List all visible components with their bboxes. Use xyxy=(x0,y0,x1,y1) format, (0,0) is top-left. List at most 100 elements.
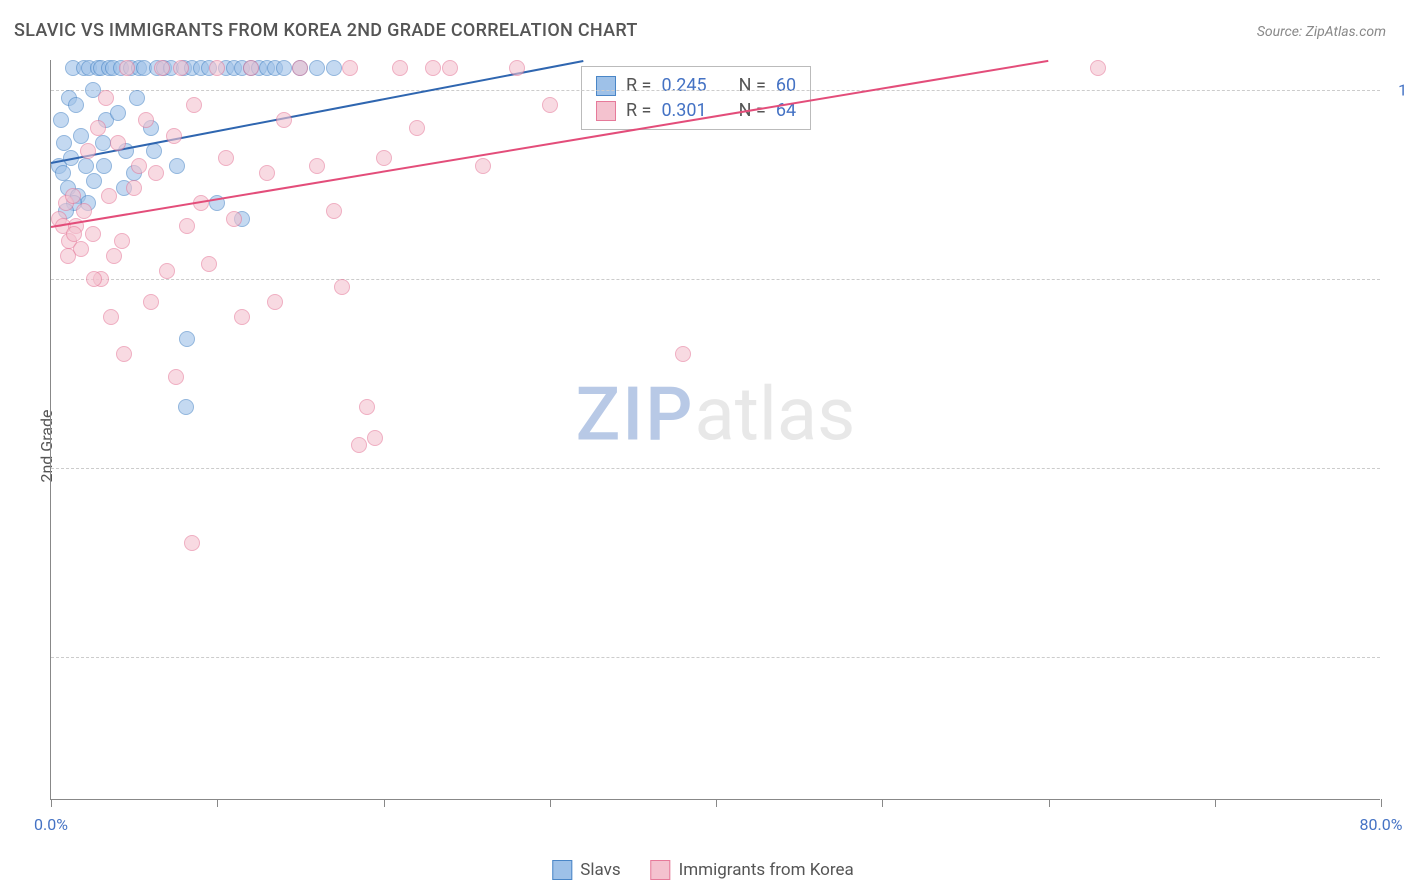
plot-area: ZIPatlas R = 0.245N = 60R = 0.301N = 64 … xyxy=(50,60,1380,800)
scatter-marker xyxy=(173,60,189,76)
scatter-marker xyxy=(259,165,275,181)
stats-r-value: 0.245 xyxy=(661,75,706,96)
scatter-marker xyxy=(179,331,195,347)
scatter-marker xyxy=(103,309,119,325)
x-tick xyxy=(716,799,717,807)
x-tick xyxy=(1215,799,1216,807)
watermark: ZIPatlas xyxy=(576,371,856,458)
scatter-marker xyxy=(351,437,367,453)
scatter-marker xyxy=(178,399,194,415)
scatter-marker xyxy=(226,211,242,227)
scatter-marker xyxy=(359,399,375,415)
stats-n-label: N = xyxy=(739,75,766,96)
watermark-part1: ZIP xyxy=(576,371,695,458)
scatter-marker xyxy=(143,294,159,310)
scatter-marker xyxy=(234,309,250,325)
stats-r-label: R = xyxy=(626,75,651,96)
scatter-marker xyxy=(209,60,225,76)
scatter-marker xyxy=(309,158,325,174)
x-tick xyxy=(550,799,551,807)
scatter-marker xyxy=(276,112,292,128)
scatter-marker xyxy=(110,135,126,151)
scatter-marker xyxy=(184,535,200,551)
scatter-marker xyxy=(138,112,154,128)
x-tick-label: 0.0% xyxy=(34,815,68,834)
scatter-marker xyxy=(542,97,558,113)
stats-row: R = 0.245 N = 60 xyxy=(596,73,796,98)
scatter-marker xyxy=(276,60,292,76)
scatter-marker xyxy=(159,263,175,279)
scatter-marker xyxy=(76,203,92,219)
legend-swatch xyxy=(596,76,616,96)
scatter-marker xyxy=(53,112,69,128)
scatter-marker xyxy=(131,158,147,174)
scatter-marker xyxy=(119,60,135,76)
scatter-marker xyxy=(114,233,130,249)
scatter-marker xyxy=(80,143,96,159)
scatter-marker xyxy=(326,203,342,219)
scatter-marker xyxy=(367,430,383,446)
x-tick xyxy=(51,799,52,807)
scatter-marker xyxy=(106,248,122,264)
scatter-marker xyxy=(96,158,112,174)
trend-line xyxy=(51,60,1049,228)
scatter-marker xyxy=(101,188,117,204)
stats-n-value: 60 xyxy=(776,75,796,96)
scatter-marker xyxy=(110,105,126,121)
scatter-marker xyxy=(166,128,182,144)
scatter-marker xyxy=(55,165,71,181)
y-tick-label: 92.5% xyxy=(1390,647,1406,666)
gridline-horizontal xyxy=(51,90,1380,91)
scatter-marker xyxy=(98,90,114,106)
scatter-marker xyxy=(342,60,358,76)
scatter-marker xyxy=(168,369,184,385)
legend-swatch xyxy=(596,101,616,121)
scatter-marker xyxy=(326,60,342,76)
scatter-marker xyxy=(1090,60,1106,76)
scatter-marker xyxy=(425,60,441,76)
scatter-marker xyxy=(73,128,89,144)
scatter-marker xyxy=(85,226,101,242)
scatter-marker xyxy=(475,158,491,174)
x-tick-label: 80.0% xyxy=(1360,815,1403,834)
source-attribution: Source: ZipAtlas.com xyxy=(1257,24,1386,40)
scatter-marker xyxy=(442,60,458,76)
scatter-marker xyxy=(154,60,170,76)
scatter-marker xyxy=(116,346,132,362)
scatter-marker xyxy=(409,120,425,136)
scatter-marker xyxy=(60,248,76,264)
chart-title: SLAVIC VS IMMIGRANTS FROM KOREA 2ND GRAD… xyxy=(14,20,638,41)
stats-r-label: R = xyxy=(626,100,651,121)
x-tick xyxy=(882,799,883,807)
scatter-marker xyxy=(292,60,308,76)
x-tick xyxy=(1049,799,1050,807)
scatter-marker xyxy=(65,188,81,204)
scatter-marker xyxy=(509,60,525,76)
scatter-marker xyxy=(90,120,106,136)
legend-label: Slavs xyxy=(580,860,620,880)
scatter-marker xyxy=(309,60,325,76)
scatter-marker xyxy=(56,135,72,151)
gridline-horizontal xyxy=(51,279,1380,280)
scatter-marker xyxy=(201,256,217,272)
legend-item: Slavs xyxy=(552,860,620,880)
scatter-marker xyxy=(267,294,283,310)
scatter-marker xyxy=(169,158,185,174)
gridline-horizontal xyxy=(51,657,1380,658)
scatter-marker xyxy=(218,150,234,166)
x-tick xyxy=(1381,799,1382,807)
scatter-marker xyxy=(392,60,408,76)
scatter-marker xyxy=(148,165,164,181)
scatter-marker xyxy=(179,218,195,234)
y-tick-label: 95.0% xyxy=(1390,458,1406,477)
scatter-marker xyxy=(78,158,94,174)
legend-swatch xyxy=(552,860,572,880)
scatter-marker xyxy=(66,226,82,242)
watermark-part2: atlas xyxy=(694,371,855,458)
scatter-marker xyxy=(186,97,202,113)
gridline-horizontal xyxy=(51,468,1380,469)
scatter-marker xyxy=(675,346,691,362)
legend-item: Immigrants from Korea xyxy=(651,860,854,880)
scatter-marker xyxy=(129,90,145,106)
scatter-marker xyxy=(334,279,350,295)
